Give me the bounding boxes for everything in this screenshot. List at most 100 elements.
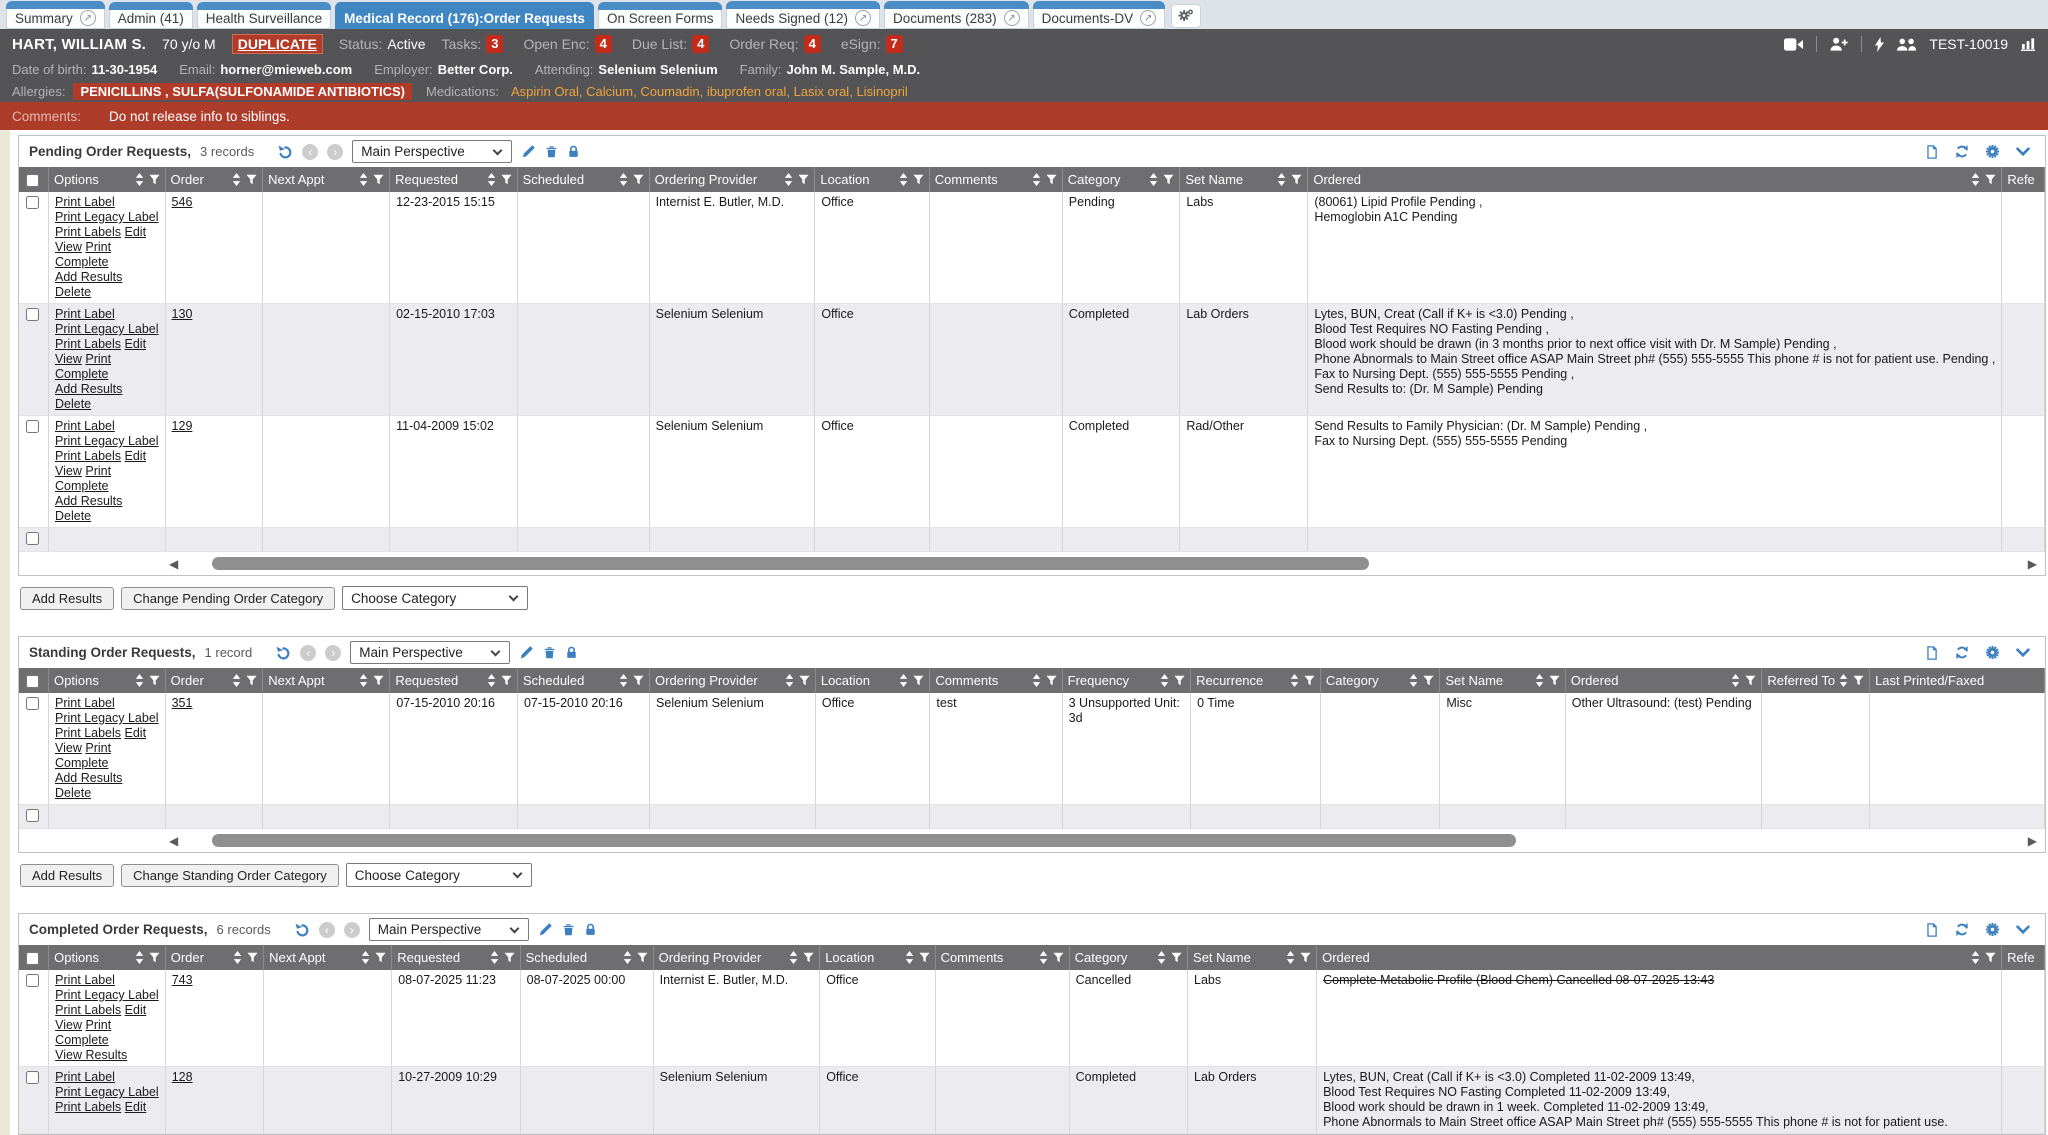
filter-icon[interactable]	[504, 952, 515, 963]
lock-icon[interactable]	[565, 645, 578, 660]
perspective-select[interactable]: Main Perspective	[368, 918, 529, 941]
complete-link[interactable]: Complete	[55, 1033, 109, 1047]
filter-icon[interactable]	[246, 174, 257, 185]
print-label-link[interactable]: Print Label	[55, 696, 115, 710]
column-header-comments[interactable]: Comments	[929, 167, 1063, 192]
print-legacy-label-link[interactable]: Print Legacy Label	[55, 988, 159, 1002]
complete-link[interactable]: Complete	[55, 367, 109, 381]
sort-icon[interactable]	[490, 951, 499, 964]
lock-icon[interactable]	[567, 144, 580, 159]
scroll-right-icon[interactable]: ▶	[2027, 556, 2037, 571]
undo-icon[interactable]	[275, 645, 291, 661]
sort-icon[interactable]	[1286, 951, 1295, 964]
undo-icon[interactable]	[277, 144, 293, 160]
tab-admin-41[interactable]: Admin (41)	[108, 2, 193, 29]
popout-icon[interactable]: ↗	[1003, 10, 1020, 26]
next-icon[interactable]: ›	[325, 644, 342, 661]
print-legacy-label-link[interactable]: Print Legacy Label	[55, 711, 159, 725]
column-header-ordering_provider[interactable]: Ordering Provider	[653, 945, 821, 970]
medication-item[interactable]: Lasix oral	[793, 83, 850, 99]
sort-icon[interactable]	[1971, 173, 1980, 186]
scroll-right-icon[interactable]: ▶	[2027, 833, 2037, 848]
collapse-chevron-icon[interactable]	[2015, 922, 2031, 938]
lightning-bolt-icon[interactable]	[1875, 36, 1885, 52]
change-standing-order-category-button[interactable]: Change Standing Order Category	[121, 863, 339, 887]
allergies-value[interactable]: PENICILLINS , SULFA(SULFONAMIDE ANTIBIOT…	[73, 82, 412, 100]
column-header-set_name[interactable]: Set Name	[1179, 167, 1309, 192]
column-header-ordered[interactable]: Ordered	[1316, 945, 2003, 970]
count-badge[interactable]: 7	[885, 35, 903, 53]
sort-icon[interactable]	[789, 951, 798, 964]
complete-link[interactable]: Complete	[55, 255, 109, 269]
print-legacy-label-link[interactable]: Print Legacy Label	[55, 1085, 159, 1099]
print-legacy-label-link[interactable]: Print Legacy Label	[55, 322, 159, 336]
view-results-link[interactable]: View Results	[55, 1048, 128, 1062]
sort-icon[interactable]	[619, 173, 628, 186]
filter-icon[interactable]	[913, 675, 924, 686]
sort-icon[interactable]	[361, 951, 370, 964]
duplicate-flag[interactable]: DUPLICATE	[231, 34, 323, 54]
tab-health-surveillance[interactable]: Health Surveillance	[196, 2, 332, 29]
print-labels-link[interactable]: Print Labels	[55, 225, 122, 239]
gear-icon[interactable]	[1985, 922, 2000, 937]
column-header-requested[interactable]: Requested	[389, 668, 518, 693]
view-link[interactable]: View	[55, 464, 82, 478]
sort-icon[interactable]	[135, 173, 144, 186]
filter-icon[interactable]	[633, 675, 644, 686]
print-labels-link[interactable]: Print Labels	[55, 337, 122, 351]
sort-icon[interactable]	[1731, 674, 1740, 687]
column-header-location[interactable]: Location	[815, 668, 931, 693]
complete-link[interactable]: Complete	[55, 479, 109, 493]
edit-link[interactable]: Edit	[124, 337, 147, 351]
sort-icon[interactable]	[785, 674, 794, 687]
filter-icon[interactable]	[1053, 952, 1064, 963]
column-header-next_appt[interactable]: Next Appt	[263, 945, 393, 970]
sort-icon[interactable]	[232, 173, 241, 186]
tab-needs-signed-12[interactable]: Needs Signed (12) ↗	[726, 1, 881, 29]
sort-icon[interactable]	[619, 674, 628, 687]
refresh-icon[interactable]	[1954, 645, 1970, 660]
column-header-next_appt[interactable]: Next Appt	[262, 668, 391, 693]
print-labels-link[interactable]: Print Labels	[55, 449, 122, 463]
select-all-checkbox[interactable]	[26, 674, 39, 688]
sort-icon[interactable]	[623, 951, 632, 964]
filter-icon[interactable]	[1423, 675, 1434, 686]
row-checkbox[interactable]	[26, 196, 39, 209]
sort-icon[interactable]	[359, 173, 368, 186]
refresh-icon[interactable]	[1954, 144, 1970, 159]
filter-icon[interactable]	[1985, 174, 1996, 185]
column-header-requested[interactable]: Requested	[391, 945, 521, 970]
column-header-set_name[interactable]: Set Name	[1187, 945, 1318, 970]
next-icon[interactable]: ›	[327, 143, 344, 160]
sort-icon[interactable]	[1149, 173, 1158, 186]
print-label-link[interactable]: Print Label	[55, 973, 115, 987]
delete-link[interactable]: Delete	[55, 509, 92, 523]
edit-link[interactable]: Edit	[124, 449, 147, 463]
column-header-comments[interactable]: Comments	[929, 668, 1063, 693]
bar-chart-icon[interactable]	[2021, 37, 2036, 51]
filter-icon[interactable]	[149, 952, 160, 963]
add-person-icon[interactable]	[1830, 37, 1849, 51]
sort-icon[interactable]	[905, 951, 914, 964]
sort-icon[interactable]	[1839, 674, 1848, 687]
column-header-order[interactable]: Order	[165, 668, 264, 693]
perspective-select[interactable]: Main Perspective	[350, 641, 511, 664]
add-results-button[interactable]: Add Results	[20, 586, 115, 610]
filter-icon[interactable]	[799, 675, 810, 686]
sort-icon[interactable]	[135, 674, 144, 687]
choose-category-select[interactable]: Choose Category	[342, 586, 529, 610]
sort-icon[interactable]	[899, 674, 908, 687]
print-labels-link[interactable]: Print Labels	[55, 726, 122, 740]
row-checkbox[interactable]	[26, 697, 39, 710]
sort-icon[interactable]	[1157, 951, 1166, 964]
tab-settings-button[interactable]	[1171, 3, 1202, 28]
column-header-last_printed[interactable]: Last Printed/Faxed	[1869, 668, 2045, 693]
filter-icon[interactable]	[633, 174, 644, 185]
filter-icon[interactable]	[1549, 675, 1560, 686]
order-number-link[interactable]: 546	[171, 195, 193, 209]
view-link[interactable]: View	[55, 741, 82, 755]
previous-icon[interactable]: ‹	[302, 143, 319, 160]
print-labels-link[interactable]: Print Labels	[55, 1100, 122, 1114]
edit-pencil-icon[interactable]	[538, 922, 553, 937]
edit-link[interactable]: Edit	[124, 1003, 147, 1017]
